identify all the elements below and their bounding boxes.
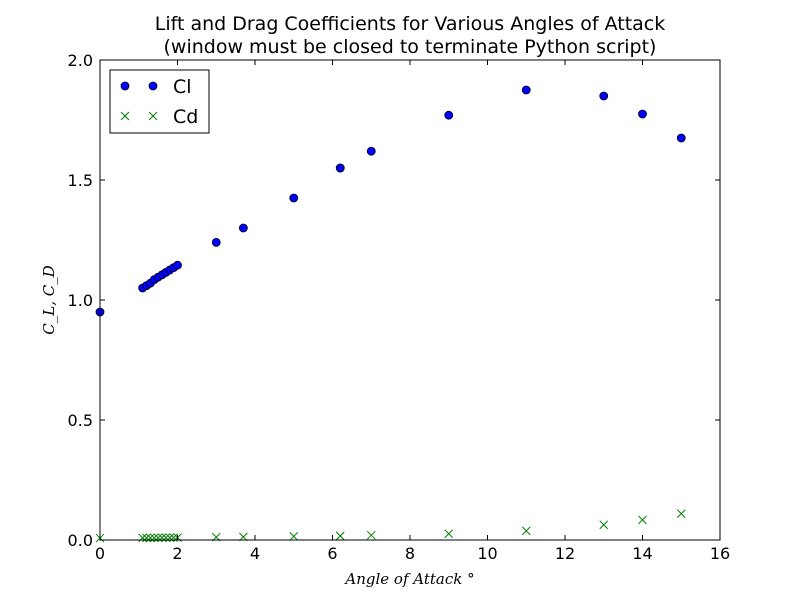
legend: Cl Cd xyxy=(109,69,210,134)
legend-marker-cd-a xyxy=(120,111,130,121)
data-point-cd-19 xyxy=(599,520,609,530)
axis-labels: Angle of Attack ° C_L, C_D xyxy=(40,265,475,588)
data-point-cl-17 xyxy=(444,110,454,120)
x-axis-label: Angle of Attack ° xyxy=(343,570,474,588)
data-point-cd-18 xyxy=(521,526,531,536)
tick-labels: 0 2 4 6 8 10 12 14 16 0.0 0.5 1.0 1.5 2.0 xyxy=(68,51,731,563)
data-point-cl-16 xyxy=(366,146,376,156)
data-point-cd-16 xyxy=(366,530,376,540)
x-tick-label: 0 xyxy=(95,544,105,563)
x-tick-label: 16 xyxy=(710,544,730,563)
data-point-cl-15 xyxy=(335,163,345,173)
x-tick-label: 8 xyxy=(405,544,415,563)
plot-marks xyxy=(95,85,686,543)
data-point-cd-17 xyxy=(444,529,454,539)
data-point-cl-18 xyxy=(521,85,531,95)
legend-marker-cl-a xyxy=(120,81,130,91)
x-tick-label: 6 xyxy=(327,544,337,563)
data-point-cd-18-stroke-b xyxy=(521,526,531,536)
chart-title: Lift and Drag Coefficients for Various A… xyxy=(155,13,666,58)
legend-marker-cl-b xyxy=(148,81,158,91)
data-point-cd-4-stroke-b xyxy=(149,533,159,543)
plot-frame xyxy=(99,59,721,541)
legend-marker-cd-b-stroke-b xyxy=(148,111,158,121)
data-point-cd-15-stroke-b xyxy=(335,531,345,541)
chart-title-line-2: (window must be closed to terminate Pyth… xyxy=(164,36,657,58)
y-axis-label: C_L, C_D xyxy=(40,265,58,334)
x-tick-label: 4 xyxy=(250,544,260,563)
legend-marker-cd-b xyxy=(148,111,158,121)
legend-label-cl: Cl xyxy=(173,76,192,98)
data-point-cd-3-stroke-b xyxy=(146,533,155,543)
chart-title-line-1: Lift and Drag Coefficients for Various A… xyxy=(155,13,666,35)
x-tick-label: 14 xyxy=(632,544,652,563)
legend-label-cd: Cd xyxy=(173,106,198,128)
data-point-cd-21-stroke-b xyxy=(676,509,686,518)
legend-entry-cl: Cl xyxy=(120,76,192,98)
data-point-cd-5 xyxy=(153,533,163,543)
data-point-cd-21 xyxy=(676,509,686,518)
x-tick-label: 10 xyxy=(477,544,497,563)
y-tick-label: 1.5 xyxy=(68,171,93,190)
data-point-cd-17-stroke-b xyxy=(444,529,454,539)
data-point-cd-1 xyxy=(138,533,147,543)
data-point-cl-20 xyxy=(638,109,647,119)
data-point-cd-2 xyxy=(142,533,151,543)
data-point-cl-13 xyxy=(289,193,299,203)
series-cd xyxy=(95,509,686,543)
data-point-cl-21 xyxy=(676,133,686,143)
data-point-cd-19-stroke-b xyxy=(599,520,609,530)
x-tick-label: 12 xyxy=(555,544,575,563)
series-cl xyxy=(95,85,686,317)
legend-box xyxy=(109,69,210,134)
data-point-cd-5-stroke-b xyxy=(153,533,163,543)
data-point-cd-15 xyxy=(335,531,345,541)
data-point-cl-11 xyxy=(211,237,221,247)
data-point-cd-20-stroke-b xyxy=(638,515,647,525)
x-tick-label: 2 xyxy=(172,544,182,563)
y-tick-label: 2.0 xyxy=(68,51,93,70)
data-point-cd-4 xyxy=(149,533,159,543)
data-point-cd-2-stroke-b xyxy=(142,533,151,543)
y-tick-label: 0.0 xyxy=(68,531,93,550)
data-point-cd-3 xyxy=(146,533,155,543)
y-tick-label: 0.5 xyxy=(68,411,93,430)
data-point-cd-13 xyxy=(289,532,299,541)
data-point-cd-16-stroke-b xyxy=(366,530,376,540)
legend-marker-cd-a-stroke-b xyxy=(120,111,130,121)
data-point-cl-19 xyxy=(599,91,609,101)
data-point-cl-10 xyxy=(173,260,182,270)
y-tick-label: 1.0 xyxy=(68,291,93,310)
plot-area-border xyxy=(99,59,721,541)
data-point-cd-1-stroke-b xyxy=(138,533,147,543)
data-point-cd-20 xyxy=(638,515,647,525)
legend-entry-cd: Cd xyxy=(120,106,198,128)
data-point-cl-12 xyxy=(238,223,248,233)
data-point-cd-13-stroke-b xyxy=(289,532,299,541)
